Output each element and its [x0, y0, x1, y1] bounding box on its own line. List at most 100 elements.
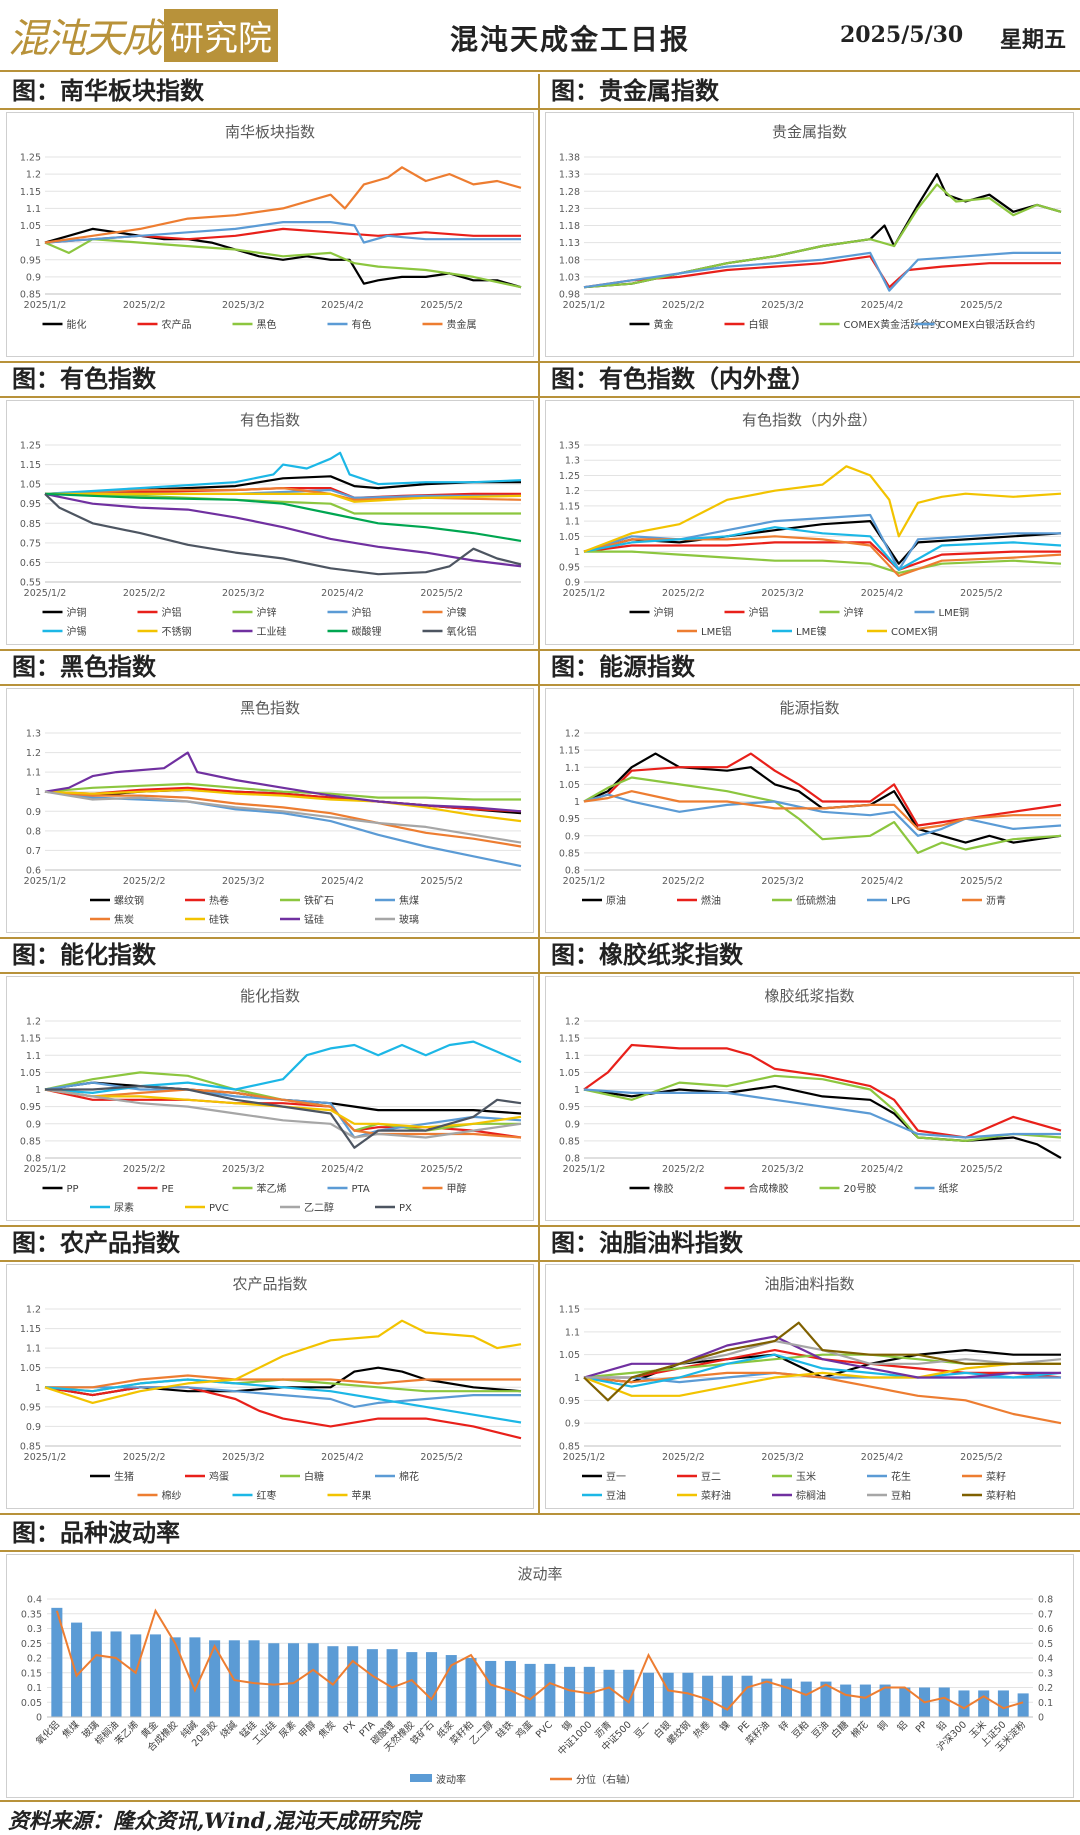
- y-tick-label: 1.2: [26, 1017, 41, 1028]
- source-footer: 资料来源：隆众资讯,Wind,混沌天成研究院: [8, 1808, 420, 1833]
- volatility-bar: [406, 1652, 418, 1717]
- volatility-bar: [997, 1690, 1009, 1717]
- y-tick-label: 0.65: [20, 558, 41, 569]
- line-chart-svg: 贵金属指数 0.98 1.03 1.08 1.13 1.18 1.23 1.28 1.33 1.3…: [559, 123, 1062, 331]
- chart-title: 农产品指数: [232, 1275, 307, 1293]
- volatility-bar: [938, 1687, 950, 1717]
- chart-panel-s5: 黑色指数 0.6 0.7 0.8 0.9 1 1.1 1.2 1.3 2025/1/2 2025/2…: [6, 688, 534, 933]
- legend-label: LME铝: [701, 626, 732, 638]
- x-tick-label: 2025/3/2: [222, 588, 265, 599]
- volatility-bar: [51, 1607, 63, 1717]
- volatility-bar: [465, 1658, 477, 1717]
- x-tick-label: 2025/3/2: [222, 300, 265, 311]
- chart-title: 油脂油料指数: [764, 1275, 854, 1293]
- series-line-贵金属: [44, 166, 522, 244]
- legend-label: 沪锌: [844, 606, 864, 619]
- y-tick-label: 1.15: [20, 187, 41, 198]
- legend-label: 白银: [749, 318, 769, 331]
- y-right-tick-label: 0.7: [1038, 1609, 1053, 1620]
- x-tick-label: 2025/5/2: [420, 588, 463, 599]
- series-line-豆油: [583, 1353, 1062, 1388]
- y-tick-label: 0.8: [565, 866, 580, 877]
- y-tick-label: 0.3: [27, 1624, 42, 1635]
- y-tick-label: 0.95: [20, 1402, 41, 1413]
- y-tick-label: 1.1: [26, 204, 41, 215]
- volatility-bar: [209, 1640, 221, 1717]
- y-tick-label: 0.98: [559, 290, 580, 301]
- series-line-铁矿石: [44, 782, 521, 801]
- legend-label: 棉纱: [162, 1489, 182, 1502]
- x-tick-label: 2025/2/2: [123, 1452, 166, 1463]
- section-title-s8: 图：橡胶纸浆指数: [551, 941, 743, 969]
- y-tick-label: 0.05: [21, 1698, 42, 1709]
- category-label: 甲醇: [296, 1718, 318, 1740]
- y-tick-label: 0: [36, 1713, 42, 1724]
- y-tick-label: 1.2: [26, 748, 41, 759]
- category-label: 焦炭: [316, 1718, 338, 1740]
- volatility-bar: [820, 1681, 832, 1717]
- y-tick-label: 1: [574, 547, 580, 558]
- series-line-20号胶: [583, 1074, 1062, 1142]
- legend-label: 豆二: [701, 1471, 721, 1483]
- legend-label: 豆油: [606, 1489, 626, 1502]
- volatility-bar: [485, 1660, 497, 1717]
- volatility-bar: [741, 1675, 753, 1717]
- legend-label: PX: [399, 1203, 412, 1214]
- y-right-tick-label: 0: [1038, 1713, 1044, 1724]
- series-line-焦炭: [44, 790, 522, 848]
- row-divider: [0, 1513, 1080, 1515]
- category-label: 焦煤: [60, 1718, 82, 1740]
- section-divider: [0, 1550, 1080, 1552]
- x-tick-label: 2025/3/2: [222, 1452, 265, 1463]
- x-tick-label: 2025/5/2: [960, 1452, 1003, 1463]
- y-tick-label: 1.15: [20, 460, 41, 471]
- legend-label: 能化: [67, 318, 87, 331]
- x-tick-label: 2025/4/2: [321, 1452, 364, 1463]
- volatility-bar: [1017, 1693, 1029, 1717]
- series-line-COMEX铜: [583, 465, 1062, 553]
- y-tick-label: 1.05: [20, 480, 41, 491]
- section-title-s2: 图：贵金属指数: [551, 77, 719, 105]
- series-line-碳酸锂: [44, 492, 522, 542]
- legend-label: 工业硅: [257, 625, 287, 638]
- legend-label: 沥青: [986, 894, 1006, 907]
- section-divider: [0, 108, 1080, 110]
- x-tick-label: 2025/1/2: [563, 300, 606, 311]
- legend-label: PTA: [352, 1184, 370, 1195]
- y-tick-label: 1.25: [559, 471, 580, 482]
- y-tick-label: 1.05: [20, 1363, 41, 1374]
- volatility-bar: [642, 1672, 654, 1717]
- section-divider: [0, 972, 1080, 974]
- chart-title: 波动率: [517, 1565, 562, 1583]
- series-line-菜籽: [583, 1371, 1062, 1425]
- y-tick-label: 1.1: [565, 1051, 580, 1062]
- series-line-沪铜: [583, 519, 1062, 565]
- legend-label: 沪铅: [352, 606, 372, 619]
- legend-swatch: [410, 1774, 432, 1782]
- legend-label: 合成橡胶: [749, 1182, 789, 1195]
- legend-label: LPG: [891, 896, 910, 907]
- x-tick-label: 2025/3/2: [222, 1164, 265, 1175]
- row-divider: [0, 649, 1080, 651]
- report-title: 混沌天成金工日报: [450, 23, 691, 56]
- y-tick-label: 0.4: [27, 1595, 42, 1606]
- y-tick-label: 1.1: [26, 1344, 41, 1355]
- y-tick-label: 1.05: [559, 780, 580, 791]
- legend-label: PE: [162, 1184, 174, 1195]
- volatility-bar: [583, 1666, 595, 1717]
- series-line-PTA: [44, 1081, 522, 1139]
- series-line-沪铝: [583, 541, 1061, 571]
- x-tick-label: 2025/2/2: [123, 1164, 166, 1175]
- y-tick-label: 1.2: [565, 1017, 580, 1028]
- chart-panel-s2: 贵金属指数 0.98 1.03 1.08 1.13 1.18 1.23 1.28 1.33 1.3…: [545, 112, 1074, 357]
- legend-label: 苯乙烯: [257, 1182, 287, 1195]
- legend-label: 沪铝: [162, 606, 182, 619]
- y-tick-label: 1.3: [565, 456, 580, 467]
- y-tick-label: 0.2: [27, 1654, 42, 1665]
- legend-label: 菜籽油: [701, 1489, 731, 1502]
- volatility-bar: [149, 1634, 161, 1717]
- legend-label: 鸡蛋: [209, 1470, 229, 1483]
- y-tick-label: 0.8: [565, 1154, 580, 1165]
- x-tick-label: 2025/5/2: [960, 876, 1003, 887]
- x-tick-label: 2025/2/2: [123, 300, 166, 311]
